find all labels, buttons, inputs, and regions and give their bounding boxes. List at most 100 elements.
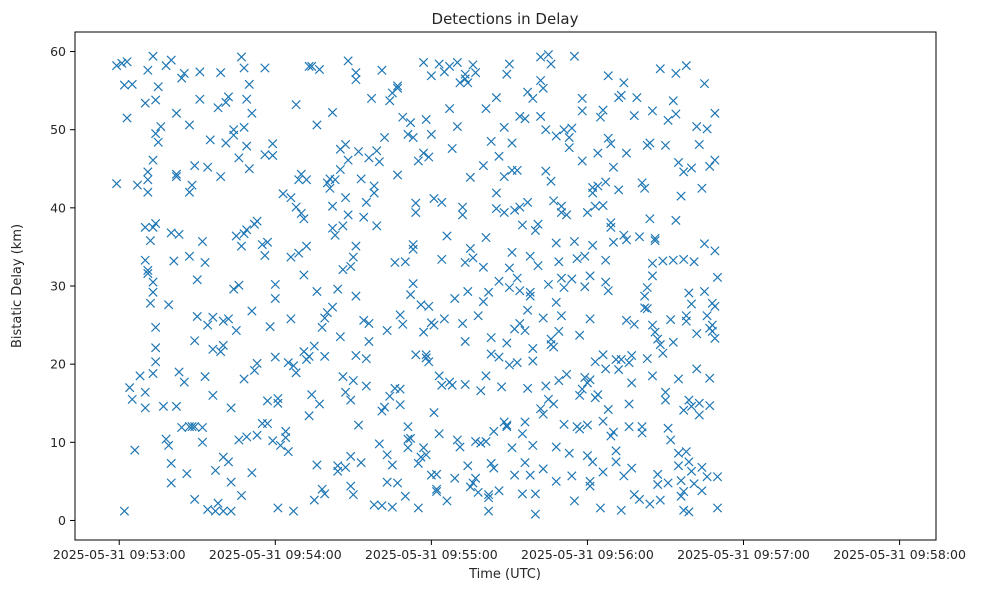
- data-point: [421, 450, 431, 460]
- y-tick-label: 60: [50, 44, 66, 59]
- data-point: [239, 122, 249, 132]
- data-point: [223, 314, 234, 324]
- data-point: [361, 197, 371, 207]
- data-point: [679, 167, 689, 177]
- data-point: [405, 118, 416, 128]
- data-point: [322, 178, 332, 188]
- data-point: [111, 60, 122, 71]
- data-point: [572, 254, 582, 264]
- data-point: [140, 98, 150, 108]
- data-point: [699, 78, 710, 89]
- data-point: [348, 252, 358, 262]
- data-point: [567, 123, 577, 133]
- data-point: [234, 435, 244, 445]
- data-point: [429, 320, 439, 330]
- data-point: [515, 318, 525, 329]
- data-point: [273, 503, 283, 513]
- data-point: [502, 69, 512, 79]
- data-point: [564, 132, 574, 143]
- data-point: [216, 347, 226, 357]
- data-point: [200, 257, 210, 268]
- data-point: [470, 436, 481, 447]
- data-point: [268, 436, 278, 446]
- data-point: [681, 311, 691, 321]
- data-point: [166, 228, 176, 238]
- data-point: [575, 424, 585, 434]
- data-point: [681, 447, 691, 457]
- data-point: [351, 75, 361, 85]
- data-point: [364, 153, 374, 163]
- data-point: [226, 477, 236, 487]
- data-point: [522, 305, 533, 315]
- data-point: [434, 59, 444, 69]
- data-point: [601, 255, 611, 265]
- data-point: [522, 197, 533, 207]
- data-point: [460, 69, 470, 79]
- data-point: [470, 473, 481, 483]
- data-point: [421, 350, 431, 360]
- data-point: [603, 404, 613, 415]
- data-point: [148, 287, 158, 297]
- data-point: [351, 350, 361, 361]
- data-point: [403, 422, 413, 432]
- data-point: [408, 132, 418, 143]
- data-point: [676, 191, 686, 201]
- data-point: [151, 322, 161, 333]
- data-point: [517, 220, 528, 230]
- data-point: [679, 254, 689, 265]
- data-point: [286, 252, 296, 262]
- data-point: [426, 71, 436, 81]
- data-point: [455, 78, 465, 88]
- data-point: [650, 236, 660, 246]
- data-point: [239, 63, 249, 73]
- data-point: [382, 325, 392, 336]
- data-point: [551, 131, 561, 141]
- data-point: [499, 122, 509, 132]
- data-point: [627, 350, 637, 361]
- data-point: [190, 494, 200, 504]
- data-point: [145, 298, 156, 308]
- data-point: [421, 114, 431, 125]
- data-point: [171, 169, 182, 179]
- data-point: [504, 360, 515, 370]
- data-point: [642, 304, 652, 314]
- data-point: [658, 256, 668, 266]
- data-point: [580, 251, 590, 261]
- data-point: [712, 472, 723, 482]
- data-point: [158, 401, 169, 411]
- data-point: [465, 243, 476, 254]
- data-point: [494, 486, 504, 496]
- data-point: [465, 482, 476, 492]
- data-point: [252, 216, 262, 226]
- data-point: [151, 128, 161, 139]
- data-point: [372, 221, 382, 231]
- data-point: [416, 452, 426, 462]
- data-point: [676, 475, 686, 486]
- data-point: [671, 109, 681, 119]
- data-point: [424, 301, 434, 311]
- data-point: [249, 365, 260, 376]
- data-point: [398, 319, 408, 329]
- data-point: [171, 171, 182, 182]
- data-point: [429, 193, 439, 204]
- data-point: [673, 448, 684, 458]
- data-point: [645, 214, 655, 224]
- data-point: [304, 351, 314, 361]
- data-point: [392, 478, 403, 488]
- data-point: [491, 188, 502, 198]
- data-point: [411, 350, 421, 360]
- data-point: [457, 202, 468, 212]
- data-point: [343, 56, 353, 66]
- data-point: [616, 90, 626, 100]
- data-point: [470, 68, 481, 78]
- data-point: [699, 286, 710, 297]
- data-point: [517, 489, 528, 499]
- data-point: [437, 254, 447, 265]
- data-point: [483, 490, 494, 500]
- data-point: [710, 333, 720, 343]
- data-point: [702, 124, 712, 134]
- data-point: [184, 251, 195, 261]
- data-point: [653, 334, 663, 344]
- x-axis-label: Time (UTC): [468, 567, 541, 582]
- data-point: [525, 251, 535, 261]
